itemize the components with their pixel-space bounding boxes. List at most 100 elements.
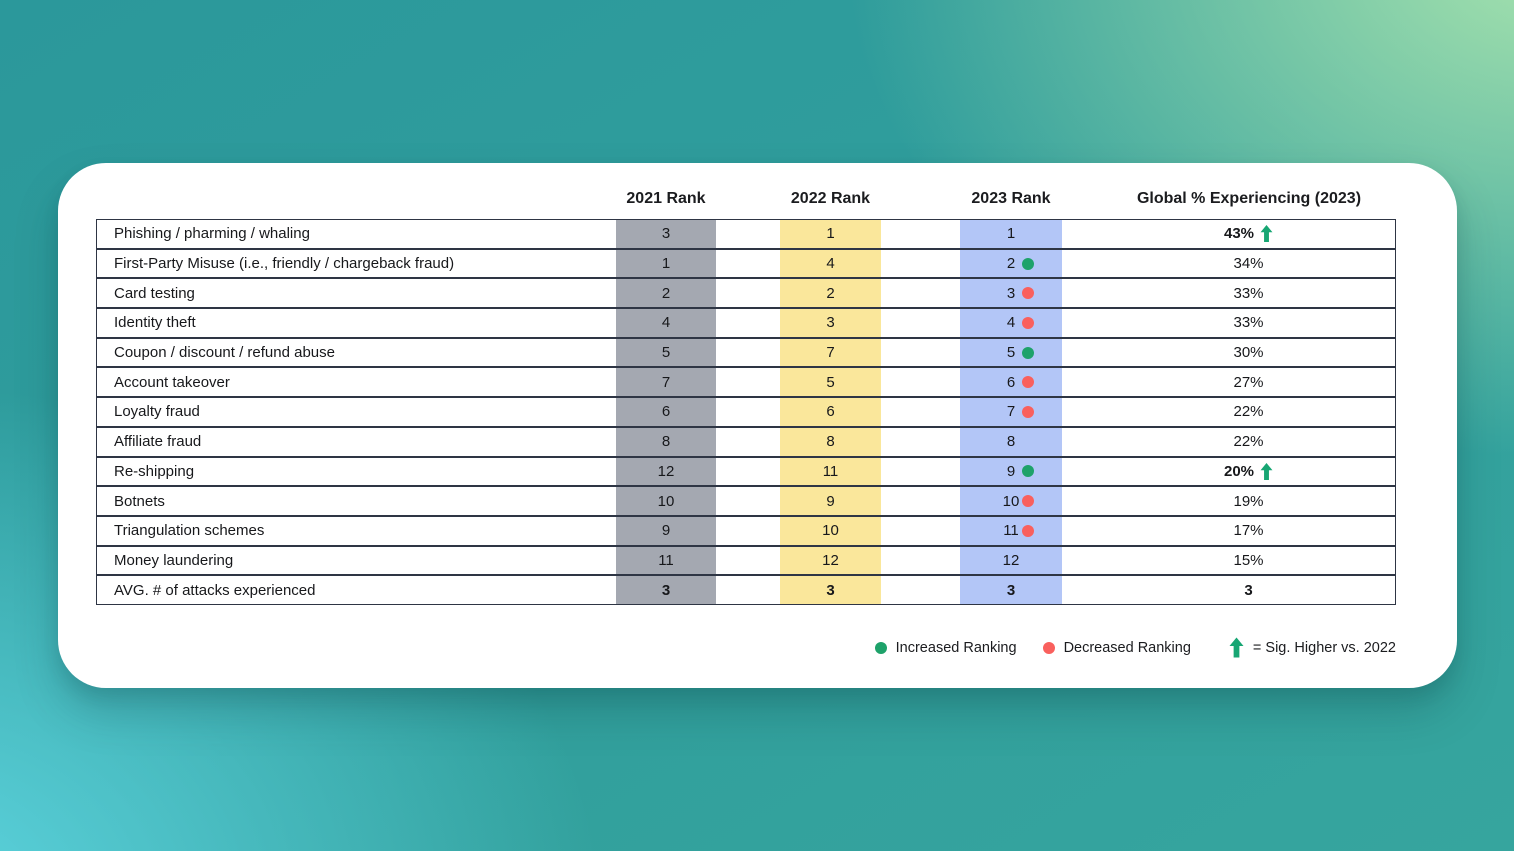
table-row: Money laundering 11 12 12 15%: [96, 545, 1396, 576]
table-row: AVG. # of attacks experienced 3 3 3 3: [96, 575, 1396, 605]
global-pct-value: 19%: [1233, 492, 1264, 510]
rank-2022-cell: 6: [826, 403, 835, 421]
row-label: Affiliate fraud: [114, 433, 202, 451]
global-pct-cell: 22%: [1062, 398, 1395, 426]
up-arrow-icon: [1229, 637, 1244, 658]
rank-2022-cell: 1: [826, 225, 835, 243]
rank-2023-cell: 4: [960, 309, 1062, 337]
spacer-cell: [716, 398, 780, 426]
spacer-cell: [881, 576, 960, 604]
spacer-cell: [716, 220, 780, 248]
spacer-cell: [881, 309, 960, 337]
rank-2023-cell: 3: [960, 279, 1062, 307]
decreased-dot-icon: [1022, 316, 1034, 329]
rank-2022-cell: 10: [822, 522, 839, 540]
rank-2023-value: 5: [1006, 344, 1016, 362]
spacer-cell: [716, 547, 780, 575]
rank-2023-value: 12: [1002, 551, 1020, 569]
spacer-cell: [881, 250, 960, 278]
stripe-2021-column: [616, 219, 716, 605]
rank-2023-cell: 3: [960, 576, 1062, 604]
rank-2022-cell: 11: [822, 462, 839, 480]
card-content: 2021 Rank 2022 Rank 2023 Rank Global % E…: [96, 163, 1396, 659]
spacer-cell: [716, 250, 780, 278]
rank-2021-cell: 1: [661, 255, 671, 273]
rank-2022-cell: 4: [826, 255, 835, 273]
spacer-cell: [716, 487, 780, 515]
spacer-cell: [716, 428, 780, 456]
table-row: Coupon / discount / refund abuse 5 7 5 30%: [96, 337, 1396, 368]
rank-2022-cell: 8: [826, 433, 835, 451]
rank-2023-cell: 1: [960, 220, 1062, 248]
spacer-cell: [881, 547, 960, 575]
spacer-cell: [881, 517, 960, 545]
rank-2023-value: 6: [1006, 373, 1016, 391]
global-pct-value: 34%: [1233, 255, 1264, 273]
legend-decreased: Decreased Ranking: [1042, 639, 1191, 656]
table-row: Identity theft 4 3 4 33%: [96, 308, 1396, 338]
table-row: First-Party Misuse (i.e., friendly / cha…: [96, 248, 1396, 279]
global-pct-cell: 27%: [1062, 368, 1395, 396]
decreased-dot-icon: [1022, 405, 1034, 418]
rank-2022-cell: 3: [826, 314, 835, 332]
table-row: Phishing / pharming / whaling 3 1 1 43%: [96, 219, 1396, 249]
rank-2021-cell: 10: [657, 492, 675, 510]
spacer-cell: [716, 576, 780, 604]
row-label: Coupon / discount / refund abuse: [114, 344, 335, 362]
global-pct-cell: 17%: [1062, 517, 1395, 545]
legend-decreased-label: Decreased Ranking: [1063, 639, 1191, 656]
row-label: First-Party Misuse (i.e., friendly / cha…: [114, 255, 455, 273]
spacer-cell: [881, 368, 960, 396]
row-label: Triangulation schemes: [114, 522, 265, 540]
decreased-dot-icon: [1022, 287, 1034, 300]
table-row: Affiliate fraud 8 8 8 22%: [96, 426, 1396, 457]
global-pct-value: 33%: [1233, 314, 1264, 332]
spacer-cell: [881, 428, 960, 456]
rank-2023-cell: 10: [960, 487, 1062, 515]
rank-2022-cell: 9: [826, 492, 835, 510]
decreased-dot-icon: [1022, 376, 1034, 389]
global-pct-value: 22%: [1233, 433, 1264, 451]
rank-2023-cell: 7: [960, 398, 1062, 426]
spacer-cell: [881, 487, 960, 515]
rank-2022-cell: 12: [822, 551, 839, 569]
rank-2023-value: 4: [1006, 314, 1016, 332]
increased-dot-icon: [874, 641, 887, 654]
rank-2022-cell: 5: [826, 373, 835, 391]
table-row: Botnets 10 9 10 19%: [96, 486, 1396, 516]
table-card: 2021 Rank 2022 Rank 2023 Rank Global % E…: [58, 163, 1457, 688]
header-global-pct: Global % Experiencing (2023): [1136, 190, 1362, 207]
table-rows: Phishing / pharming / whaling 3 1 1 43% First…: [96, 219, 1396, 605]
table-row: Loyalty fraud 6 6 7 22%: [96, 397, 1396, 427]
global-pct-value: 17%: [1233, 522, 1264, 540]
global-pct-value: 27%: [1233, 373, 1264, 391]
rank-2023-cell: 12: [960, 547, 1062, 575]
sig-higher-arrow-icon: [1260, 225, 1273, 243]
global-pct-cell: 33%: [1062, 309, 1395, 337]
rank-2021-cell: 8: [661, 433, 671, 451]
rank-2023-value: 3: [1006, 581, 1016, 599]
global-pct-value: 20%: [1223, 462, 1255, 480]
row-label: Loyalty fraud: [114, 403, 200, 421]
table-row: Account takeover 7 5 6 27%: [96, 367, 1396, 398]
spacer-cell: [716, 279, 780, 307]
spacer-cell: [881, 398, 960, 426]
header-2023-rank: 2023 Rank: [971, 190, 1051, 207]
row-label: Phishing / pharming / whaling: [114, 225, 310, 243]
rank-2021-cell: 11: [658, 551, 674, 569]
header-2022-rank: 2022 Rank: [790, 190, 871, 207]
rank-2023-value: 11: [1003, 522, 1019, 540]
rank-2023-value: 7: [1006, 403, 1016, 421]
rank-2021-cell: 12: [657, 462, 675, 480]
row-label: Card testing: [114, 284, 195, 302]
column-headers: 2021 Rank 2022 Rank 2023 Rank Global % E…: [96, 188, 1396, 210]
rank-2021-cell: 7: [661, 373, 671, 391]
rank-2023-cell: 9: [960, 458, 1062, 486]
global-pct-cell: 3: [1062, 576, 1395, 604]
global-pct-cell: 34%: [1062, 250, 1395, 278]
rank-2021-cell: 6: [661, 403, 671, 421]
spacer-cell: [716, 458, 780, 486]
spacer-cell: [716, 368, 780, 396]
row-label: AVG. # of attacks experienced: [114, 581, 316, 599]
